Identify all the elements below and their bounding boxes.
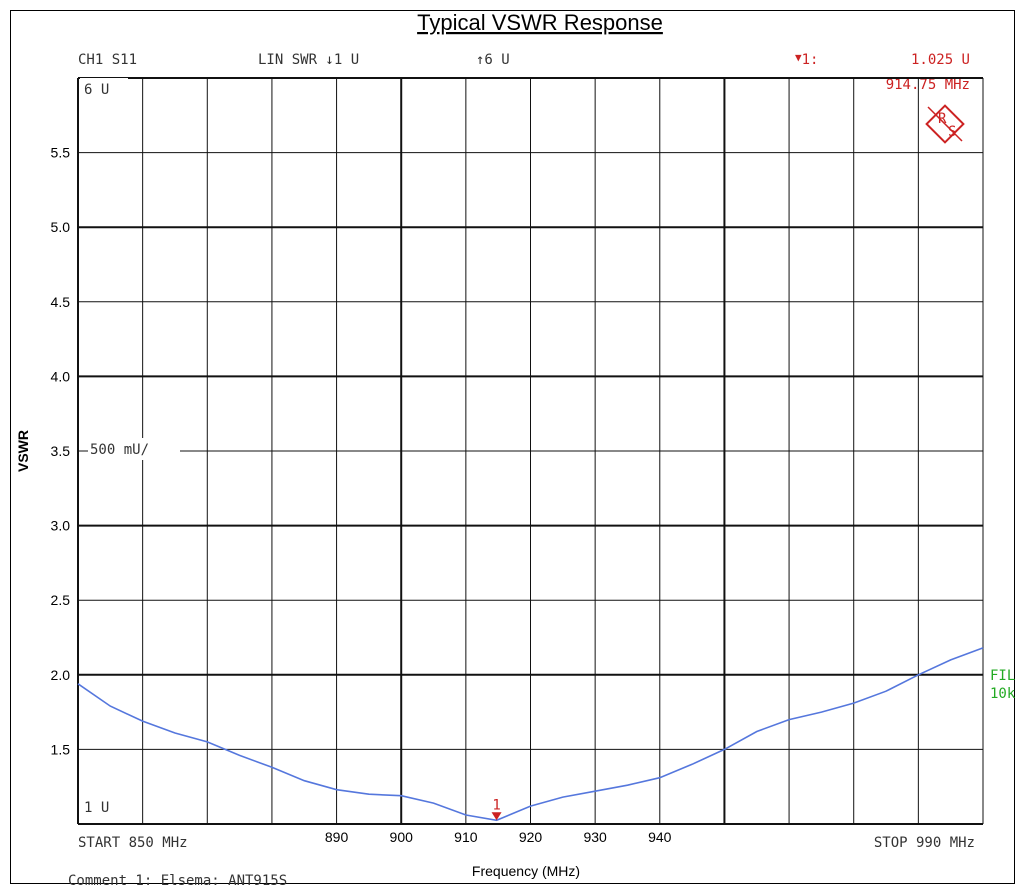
top-scale-label: 6 U — [84, 82, 109, 98]
marker-value-label: 1.025 U — [911, 52, 970, 68]
marker-1: 1 — [491, 797, 502, 821]
marker-frequency-label: 914.75 MHz — [886, 77, 970, 93]
y-tick-label: 4.0 — [51, 368, 71, 384]
x-axis-label: Frequency (MHz) — [472, 863, 580, 879]
reference-label: ↑6 U — [476, 52, 510, 68]
marker-number-label: 1 — [492, 797, 500, 813]
x-tick-label: 920 — [519, 829, 543, 845]
top-label-background — [80, 78, 128, 98]
stop-frequency-label: STOP 990 MHz — [874, 835, 975, 851]
format-label: LIN SWR ↓1 U — [258, 52, 359, 68]
filter-label-line2: 10k — [990, 686, 1016, 702]
x-tick-label: 890 — [325, 829, 349, 845]
filter-label-line1: FIL — [990, 668, 1015, 684]
y-tick-label: 5.5 — [51, 145, 71, 161]
chart-title: Typical VSWR Response — [417, 10, 663, 35]
y-axis-label: VSWR — [15, 430, 31, 472]
marker-index-text: 1: — [802, 52, 819, 68]
vswr-trace — [77, 647, 984, 822]
svg-text:S: S — [948, 124, 956, 140]
y-tick-label: 1.5 — [51, 741, 71, 757]
comment-label: Comment 1: Elsema: ANT915S — [68, 873, 287, 889]
y-tick-label: 2.0 — [51, 667, 71, 683]
series-line — [77, 647, 984, 822]
x-tick-label: 930 — [583, 829, 607, 845]
bottom-scale-label: 1 U — [84, 800, 109, 816]
rs-logo-icon: R S — [925, 104, 965, 144]
x-tick-label: 940 — [648, 829, 672, 845]
y-tick-label: 4.5 — [51, 294, 71, 310]
svg-text:R: R — [938, 111, 947, 127]
scale-per-division-label: 500 mU/ — [90, 442, 149, 458]
y-tick-label: 3.5 — [51, 443, 71, 459]
chart-frame — [10, 10, 1015, 884]
x-tick-label: 900 — [390, 829, 414, 845]
bottom-label-background — [80, 797, 128, 817]
y-tick-label: 5.0 — [51, 219, 71, 235]
start-frequency-label: START 850 MHz — [78, 835, 188, 851]
grid — [77, 77, 984, 825]
y-tick-label: 2.5 — [51, 592, 71, 608]
y-tick-label: 3.0 — [51, 518, 71, 534]
x-tick-labels: 890 900 910 920 930 940 — [325, 829, 672, 845]
scale-label-background — [88, 438, 180, 460]
y-tick-labels: 1.5 2.0 2.5 3.0 3.5 4.0 4.5 5.0 5.5 — [51, 145, 71, 758]
marker-index-label: ▼1: — [795, 51, 818, 68]
channel-label: CH1 S11 — [78, 52, 137, 68]
x-tick-label: 910 — [454, 829, 478, 845]
marker-triangle — [491, 812, 502, 821]
